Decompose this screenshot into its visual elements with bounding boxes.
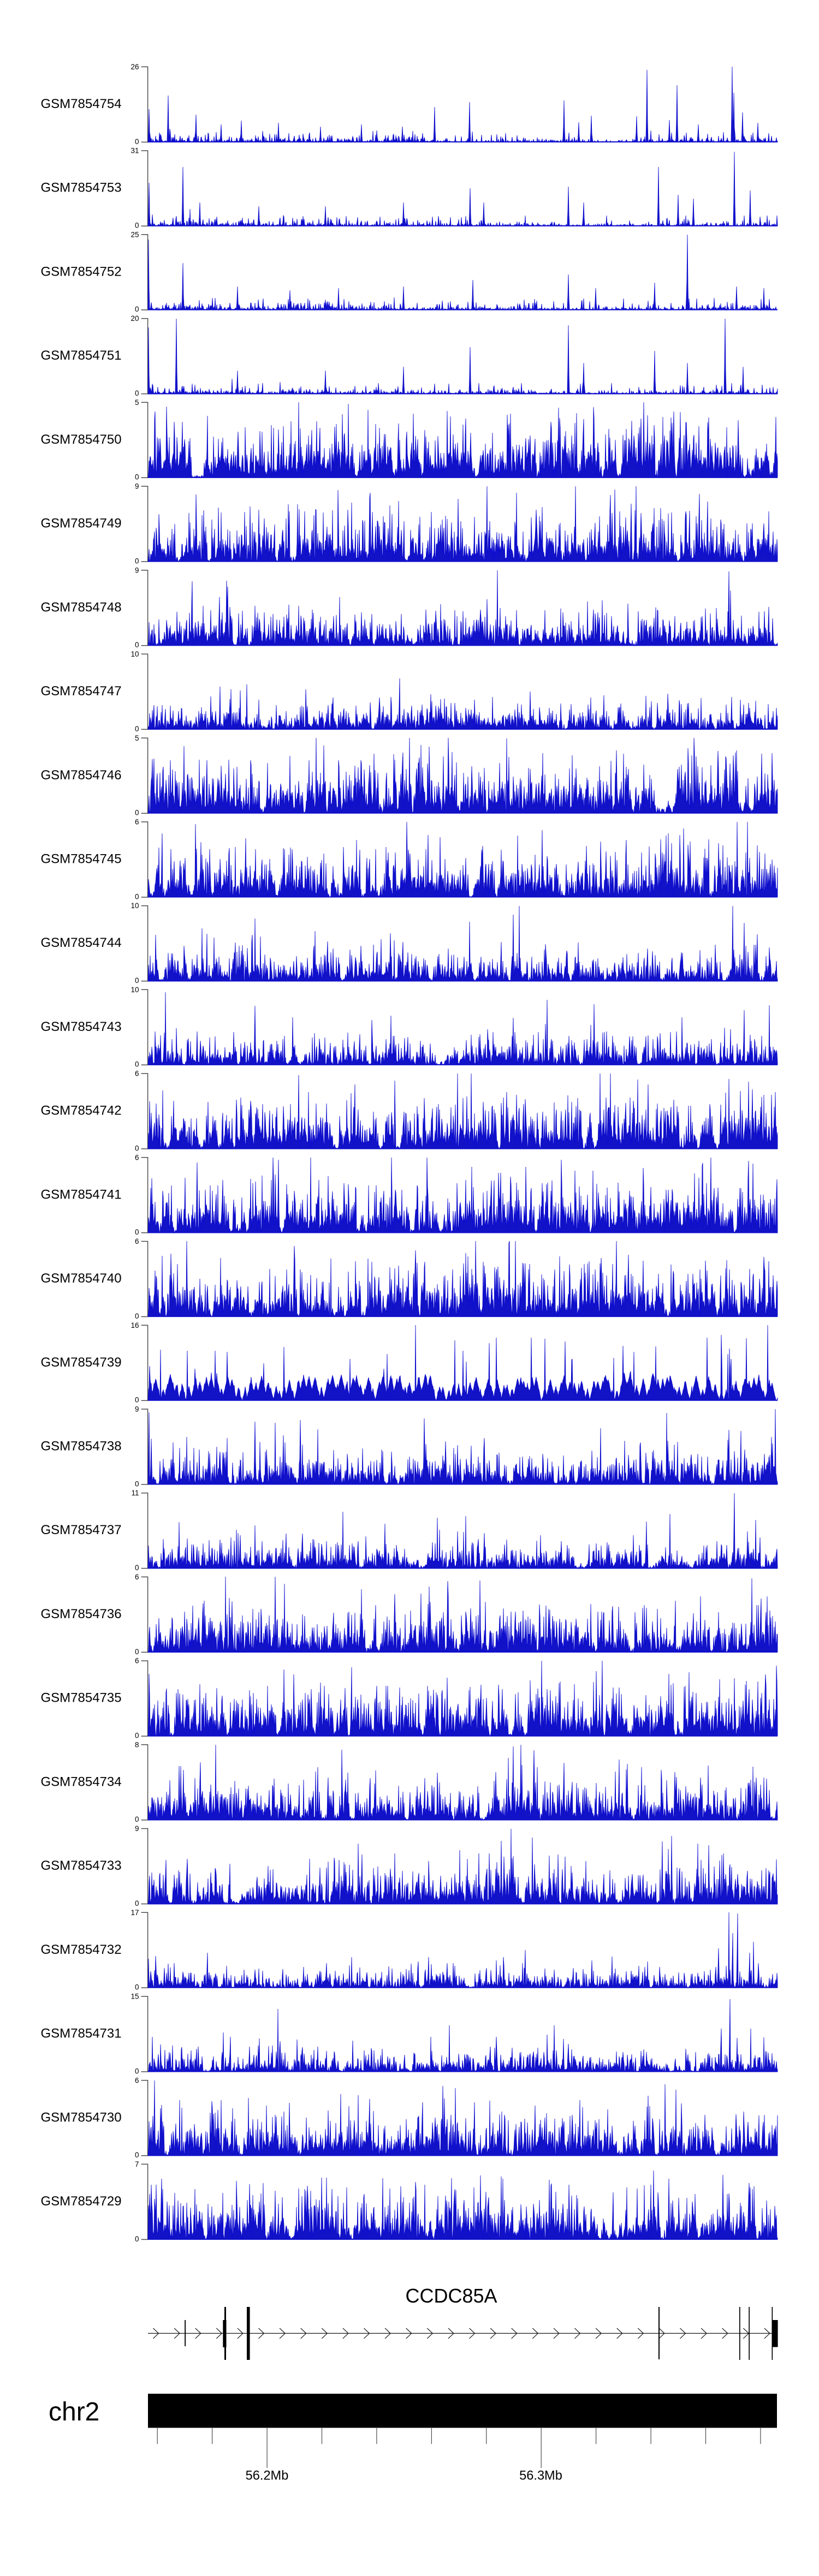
svg-text:0: 0 <box>135 1312 139 1320</box>
svg-text:56.2Mb: 56.2Mb <box>246 2469 289 2483</box>
svg-text:GSM7854743: GSM7854743 <box>41 1019 122 1034</box>
svg-text:GSM7854744: GSM7854744 <box>41 935 122 950</box>
svg-text:chr2: chr2 <box>49 2398 99 2426</box>
svg-text:17: 17 <box>130 1909 139 1917</box>
svg-text:GSM7854741: GSM7854741 <box>41 1187 122 1202</box>
svg-text:31: 31 <box>130 147 139 155</box>
svg-text:6: 6 <box>135 1237 139 1245</box>
svg-text:20: 20 <box>130 314 139 323</box>
svg-text:GSM7854730: GSM7854730 <box>41 2110 122 2125</box>
svg-text:0: 0 <box>135 557 139 565</box>
svg-text:GSM7854733: GSM7854733 <box>41 1858 122 1873</box>
svg-text:10: 10 <box>130 650 139 658</box>
svg-text:0: 0 <box>135 473 139 481</box>
svg-text:9: 9 <box>135 1824 139 1833</box>
svg-text:0: 0 <box>135 1648 139 1656</box>
svg-text:GSM7854748: GSM7854748 <box>41 600 122 615</box>
svg-text:GSM7854737: GSM7854737 <box>41 1523 122 1537</box>
svg-text:0: 0 <box>135 1144 139 1152</box>
svg-text:GSM7854740: GSM7854740 <box>41 1271 122 1286</box>
svg-text:0: 0 <box>135 809 139 817</box>
svg-text:8: 8 <box>135 1740 139 1749</box>
svg-text:10: 10 <box>130 986 139 994</box>
svg-text:16: 16 <box>130 1321 139 1329</box>
svg-text:0: 0 <box>135 2151 139 2159</box>
svg-text:0: 0 <box>135 725 139 733</box>
svg-text:0: 0 <box>135 1228 139 1236</box>
svg-text:GSM7854729: GSM7854729 <box>41 2194 122 2209</box>
svg-text:GSM7854732: GSM7854732 <box>41 1942 122 1957</box>
svg-text:6: 6 <box>135 1153 139 1161</box>
svg-text:0: 0 <box>135 389 139 397</box>
svg-text:0: 0 <box>135 641 139 649</box>
svg-text:0: 0 <box>135 1480 139 1488</box>
svg-text:CCDC85A: CCDC85A <box>405 2285 497 2307</box>
svg-text:0: 0 <box>135 138 139 146</box>
svg-text:0: 0 <box>135 1396 139 1404</box>
svg-text:9: 9 <box>135 1405 139 1414</box>
svg-text:GSM7854736: GSM7854736 <box>41 1607 122 1621</box>
svg-text:GSM7854749: GSM7854749 <box>41 516 122 531</box>
svg-text:GSM7854745: GSM7854745 <box>41 852 122 867</box>
svg-text:0: 0 <box>135 305 139 313</box>
svg-text:GSM7854751: GSM7854751 <box>41 348 122 363</box>
svg-text:0: 0 <box>135 1564 139 1572</box>
svg-text:9: 9 <box>135 482 139 491</box>
svg-text:0: 0 <box>135 892 139 901</box>
svg-text:6: 6 <box>135 1070 139 1078</box>
svg-text:GSM7854735: GSM7854735 <box>41 1691 122 1706</box>
svg-text:0: 0 <box>135 2235 139 2243</box>
svg-text:6: 6 <box>135 2076 139 2084</box>
svg-text:5: 5 <box>135 398 139 407</box>
svg-text:0: 0 <box>135 1732 139 1740</box>
svg-text:25: 25 <box>130 230 139 238</box>
svg-text:6: 6 <box>135 1657 139 1665</box>
svg-text:56.3Mb: 56.3Mb <box>519 2469 562 2483</box>
svg-text:11: 11 <box>131 1489 139 1497</box>
svg-text:GSM7854747: GSM7854747 <box>41 684 122 699</box>
svg-text:0: 0 <box>135 1983 139 1991</box>
svg-text:GSM7854738: GSM7854738 <box>41 1439 122 1454</box>
svg-text:0: 0 <box>135 976 139 985</box>
svg-text:26: 26 <box>130 63 139 71</box>
svg-text:GSM7854742: GSM7854742 <box>41 1104 122 1118</box>
svg-text:GSM7854731: GSM7854731 <box>41 2026 122 2041</box>
svg-text:0: 0 <box>135 1060 139 1069</box>
svg-text:0: 0 <box>135 2067 139 2075</box>
svg-text:0: 0 <box>135 1815 139 1823</box>
svg-text:0: 0 <box>135 222 139 230</box>
svg-text:GSM7854750: GSM7854750 <box>41 432 122 447</box>
svg-text:0: 0 <box>135 1899 139 1907</box>
svg-text:10: 10 <box>130 902 139 910</box>
svg-text:7: 7 <box>135 2160 139 2168</box>
svg-text:15: 15 <box>130 1993 139 2001</box>
svg-text:GSM7854754: GSM7854754 <box>41 97 122 111</box>
svg-text:GSM7854739: GSM7854739 <box>41 1355 122 1370</box>
svg-text:GSM7854752: GSM7854752 <box>41 264 122 279</box>
svg-text:9: 9 <box>135 566 139 574</box>
svg-text:GSM7854753: GSM7854753 <box>41 181 122 195</box>
svg-text:6: 6 <box>135 818 139 826</box>
svg-text:GSM7854734: GSM7854734 <box>41 1774 122 1789</box>
svg-text:GSM7854746: GSM7854746 <box>41 768 122 783</box>
svg-text:6: 6 <box>135 1573 139 1581</box>
svg-text:5: 5 <box>135 734 139 742</box>
